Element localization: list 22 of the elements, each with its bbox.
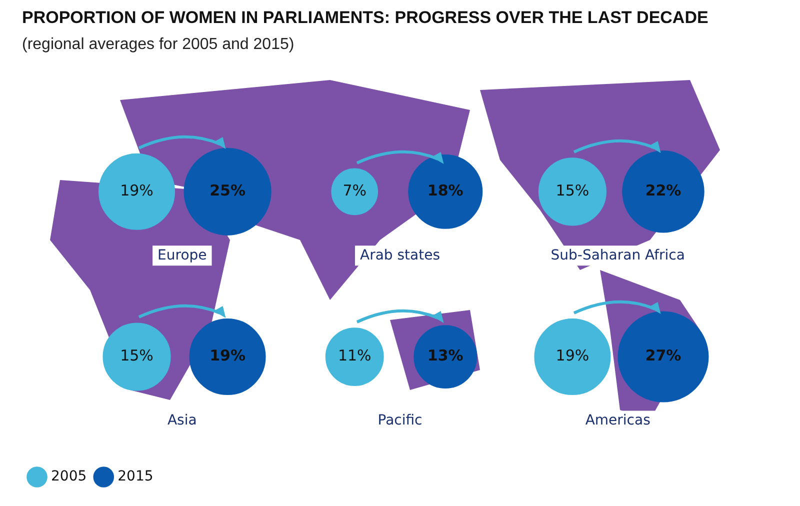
category-label: Arab states [360,247,440,264]
data-label: 13% [427,346,464,365]
category-label: Americas [585,412,650,428]
data-label: 11% [338,346,372,365]
data-label: 18% [427,182,464,200]
category-label: Pacific [378,412,422,428]
legend-label: 2015 [118,468,154,485]
data-label: 25% [210,182,246,200]
data-label: 22% [645,182,682,200]
data-label: 19% [210,346,246,365]
data-label: 15% [556,182,590,200]
data-label: 19% [120,182,154,200]
category-label: Sub-Saharan Africa [550,247,685,264]
data-label: 7% [342,182,367,200]
category-label: Europe [158,247,207,264]
category-label: Asia [167,412,197,428]
data-label: 27% [645,346,682,365]
text: PROPORTION OF WOMEN IN PARLIAMENTS: PROGRESS OVER THE LAST DECADE [22,8,708,28]
text: (regional averages for 2005 and 2015) [22,36,294,54]
legend-label: 2005 [51,468,87,485]
data-label: 19% [556,346,590,365]
data-label: 15% [120,346,154,365]
